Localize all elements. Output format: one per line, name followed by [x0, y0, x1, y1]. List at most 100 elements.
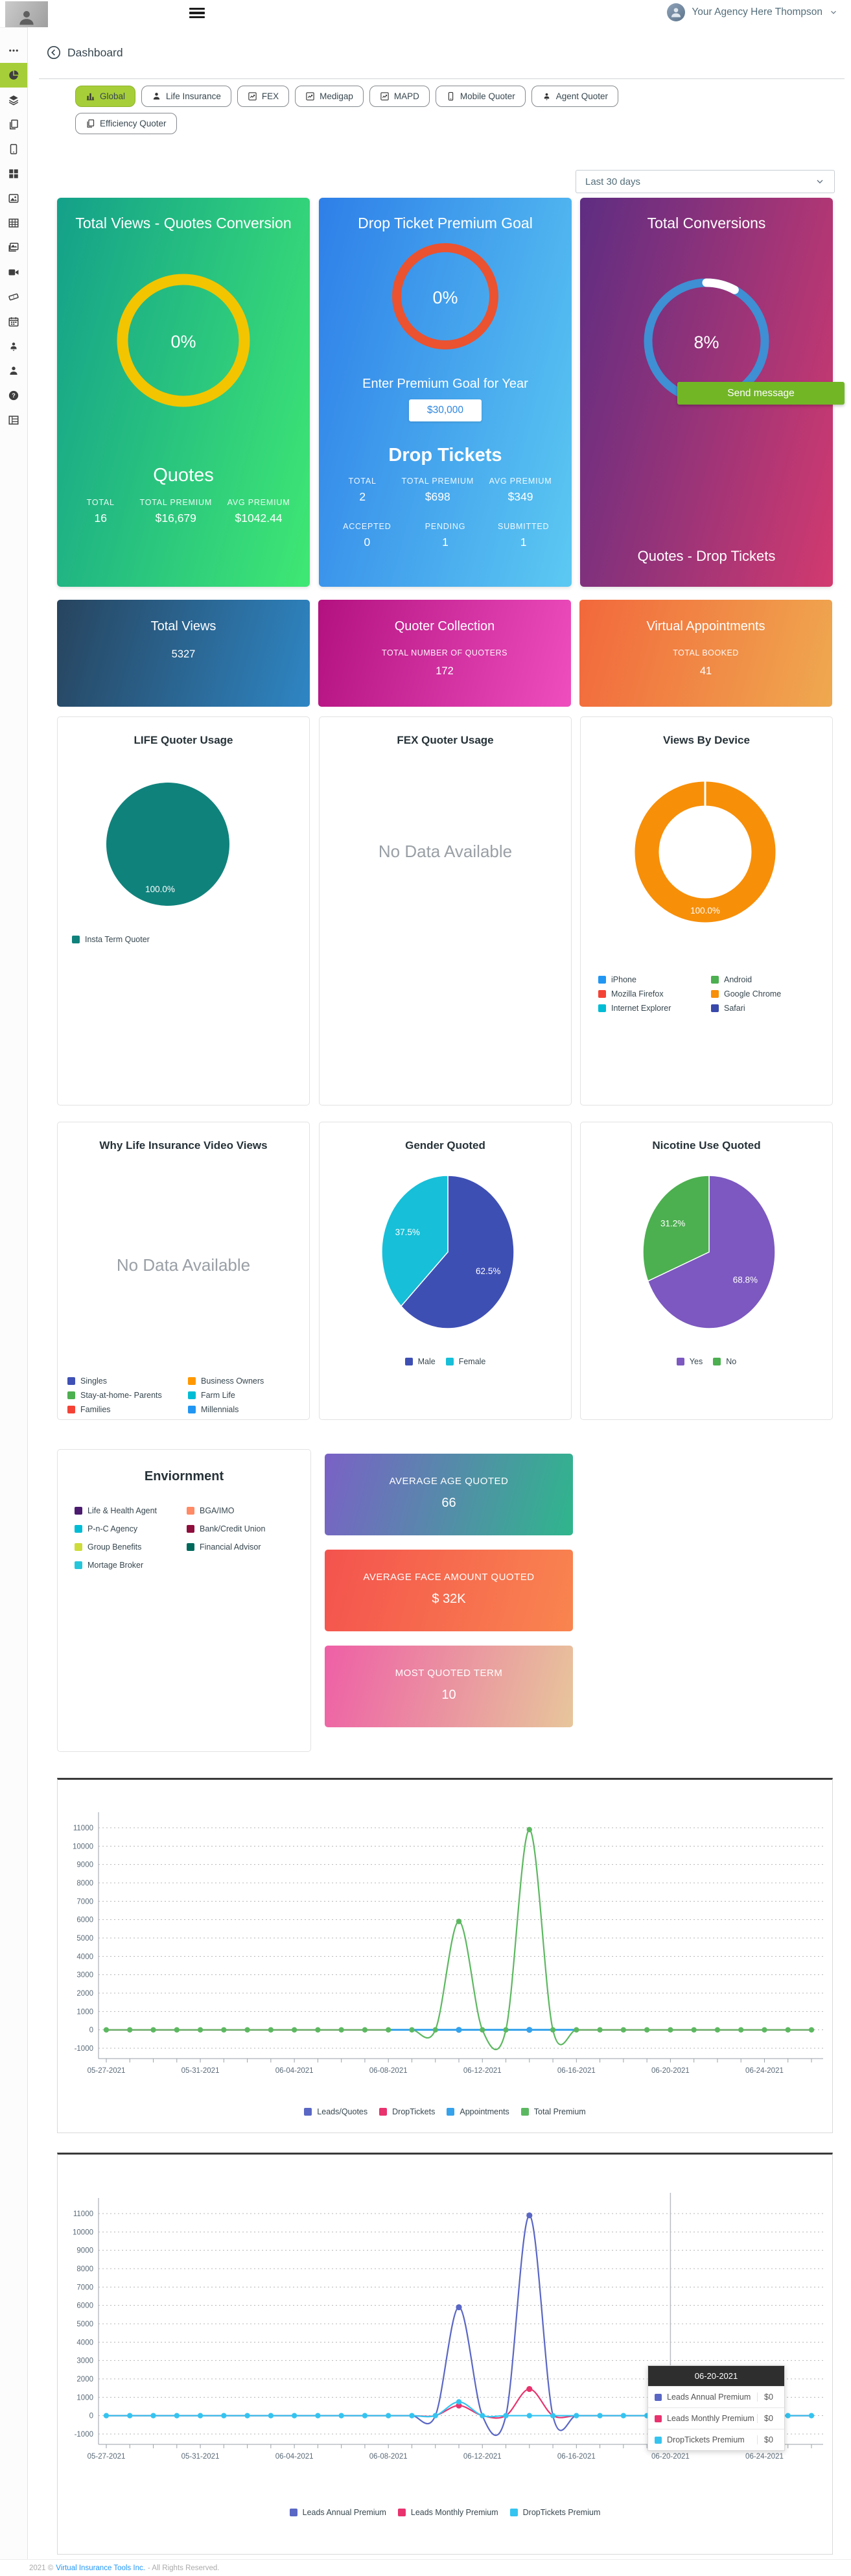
sidebar-item-calendar[interactable] — [0, 309, 27, 334]
tab-agent-quoter[interactable]: Agent Quoter — [531, 86, 619, 107]
person-icon — [152, 91, 161, 101]
tab-fex[interactable]: FEX — [237, 86, 290, 107]
life-quoter-pie[interactable]: 100.0% — [58, 753, 309, 941]
back-icon[interactable] — [47, 45, 61, 60]
activity-line-chart[interactable]: -1000 0 1000 2000 3000 4000 5000 6000 7000 8000 90… — [61, 1790, 829, 2090]
legend-item-millennials[interactable]: Millennials — [188, 1405, 299, 1414]
sidebar-item-tickets[interactable] — [0, 285, 27, 309]
user-menu[interactable]: Your Agency Here Thompson — [667, 2, 838, 23]
legend-item-stay-at-home-parents[interactable]: Stay-at-home- Parents — [67, 1391, 179, 1400]
sidebar-item-reports[interactable] — [0, 408, 27, 432]
svg-text:05-31-2021: 05-31-2021 — [181, 2067, 220, 2075]
sidebar-item-videos[interactable] — [0, 260, 27, 285]
premium-goal-input[interactable] — [409, 405, 482, 416]
legend-item-bank-credit-union[interactable]: Bank/Credit Union — [187, 1524, 294, 1533]
tab-mapd[interactable]: MAPD — [369, 86, 430, 107]
tooltip-date: 06-20-2021 — [648, 2366, 784, 2386]
sidebar-item-help[interactable]: ? — [0, 383, 27, 408]
legend-item-no[interactable]: No — [713, 1357, 736, 1366]
footer-link[interactable]: Virtual Insurance Tools Inc. — [56, 2564, 145, 2572]
goal-ring: 0% — [391, 242, 499, 353]
legend-item-leads-monthly-premium[interactable]: Leads Monthly Premium — [397, 2508, 498, 2517]
environment-card: Enviornment Life & Health Agent P-n-C Ag… — [57, 1449, 311, 1752]
legend-swatch — [404, 1358, 413, 1365]
sidebar-item-tables[interactable] — [0, 211, 27, 235]
legend-swatch — [67, 1406, 75, 1413]
legend-item-leads-annual-premium[interactable]: Leads Annual Premium — [289, 2508, 386, 2517]
gender-pie[interactable]: 62.5% 37.5% — [320, 1155, 571, 1349]
tooltip-swatch — [655, 2393, 662, 2401]
info-bars: AVERAGE AGE QUOTED 66 AVERAGE FACE AMOUN… — [325, 1454, 573, 1727]
send-message-button[interactable]: Send message — [677, 382, 845, 405]
legend-item-safari[interactable]: Safari — [711, 1004, 815, 1013]
legend-swatch — [520, 2108, 529, 2116]
legend-item-total-premium[interactable]: Total Premium — [520, 2107, 586, 2116]
sidebar-item-agents[interactable] — [0, 334, 27, 359]
legend-item-families[interactable]: Families — [67, 1405, 179, 1414]
tooltip-swatch — [655, 2436, 662, 2444]
sidebar-item-profile[interactable] — [0, 359, 27, 383]
tab-mobile-quoter[interactable]: Mobile Quoter — [435, 86, 526, 107]
footer-year: 2021 © — [29, 2564, 54, 2572]
legend-item-singles[interactable]: Singles — [67, 1377, 179, 1386]
legend-item-appointments[interactable]: Appointments — [447, 2107, 509, 2116]
legend-item-male[interactable]: Male — [404, 1357, 436, 1366]
svg-text:11000: 11000 — [73, 2210, 93, 2218]
legend-item-female[interactable]: Female — [445, 1357, 485, 1366]
legend-item-android[interactable]: Android — [711, 975, 815, 984]
svg-text:62.5%: 62.5% — [476, 1266, 500, 1276]
sidebar-item-pages[interactable] — [0, 112, 27, 137]
brand-photo[interactable] — [5, 1, 48, 27]
sidebar-item-menu[interactable] — [0, 38, 27, 63]
legend-item-mozilla-firefox[interactable]: Mozilla Firefox — [598, 989, 702, 998]
legend-item-droptickets-premium[interactable]: DropTickets Premium — [509, 2508, 600, 2517]
nicotine-pie[interactable]: 68.8% 31.2% — [581, 1155, 832, 1349]
legend-item-p-n-c-agency[interactable]: P-n-C Agency — [75, 1524, 181, 1533]
tab-medigap[interactable]: Medigap — [295, 86, 364, 107]
legend-item-google-chrome[interactable]: Google Chrome — [711, 989, 815, 998]
legend-item-internet-explorer[interactable]: Internet Explorer — [598, 1004, 702, 1013]
legend-item-insta-term-quoter[interactable]: Insta Term Quoter — [72, 935, 150, 944]
legend-item-iphone[interactable]: iPhone — [598, 975, 702, 984]
svg-text:4000: 4000 — [76, 1953, 93, 1961]
tab-efficiency-quoter[interactable]: Efficiency Quoter — [75, 113, 177, 134]
sidebar-item-media[interactable] — [0, 186, 27, 211]
legend-item-leads-quotes[interactable]: Leads/Quotes — [304, 2107, 367, 2116]
legend-swatch — [75, 1543, 82, 1551]
fex-quoter-card: FEX Quoter Usage No Data Available — [319, 716, 572, 1105]
stat-total: TOTAL 16 — [86, 498, 115, 525]
sidebar-item-gallery[interactable] — [0, 235, 27, 260]
svg-text:10000: 10000 — [73, 2228, 93, 2236]
sidebar-item-dashboard[interactable] — [0, 63, 27, 88]
legend-item-yes[interactable]: Yes — [676, 1357, 703, 1366]
stat-submitted: SUBMITTED 1 — [497, 522, 550, 549]
info-bar-average-face-amount-quoted: AVERAGE FACE AMOUNT QUOTED $ 32K — [325, 1550, 573, 1631]
views-by-device-donut[interactable]: 100.0% — [581, 750, 832, 952]
sidebar-item-mobile[interactable] — [0, 137, 27, 161]
legend-item-business-owners[interactable]: Business Owners — [188, 1377, 299, 1386]
legend-item-droptickets[interactable]: DropTickets — [379, 2107, 435, 2116]
period-select[interactable]: Last 30 days — [576, 170, 835, 193]
sidebar-item-quoters[interactable] — [0, 88, 27, 112]
svg-text:11000: 11000 — [73, 1825, 93, 1832]
tab-global[interactable]: Global — [75, 86, 136, 107]
legend-item-farm-life[interactable]: Farm Life — [188, 1391, 299, 1400]
legend-swatch — [711, 990, 719, 998]
card-caption: Quotes - Drop Tickets — [637, 548, 776, 564]
goal-pct: 0% — [432, 288, 458, 307]
sidebar-item-apps[interactable] — [0, 161, 27, 186]
hamburger-icon[interactable] — [189, 8, 205, 19]
chart-title: Gender Quoted — [405, 1139, 485, 1152]
legend-item-bga-imo[interactable]: BGA/IMO — [187, 1506, 294, 1515]
legend-item-mortage-broker[interactable]: Mortage Broker — [75, 1561, 181, 1570]
svg-text:0: 0 — [89, 2413, 93, 2420]
quoter-tabs: Global Life Insurance FEX Medigap MAPD M… — [39, 78, 845, 140]
legend-item-life-health-agent[interactable]: Life & Health Agent — [75, 1506, 181, 1515]
image-icon — [8, 193, 19, 204]
stat-accepted: ACCEPTED 0 — [343, 522, 391, 549]
tab-life-insurance[interactable]: Life Insurance — [141, 86, 231, 107]
legend-item-financial-advisor[interactable]: Financial Advisor — [187, 1542, 294, 1552]
legend-item-group-benefits[interactable]: Group Benefits — [75, 1542, 181, 1552]
stat-pending: PENDING 1 — [425, 522, 466, 549]
legend-swatch — [75, 1507, 82, 1515]
